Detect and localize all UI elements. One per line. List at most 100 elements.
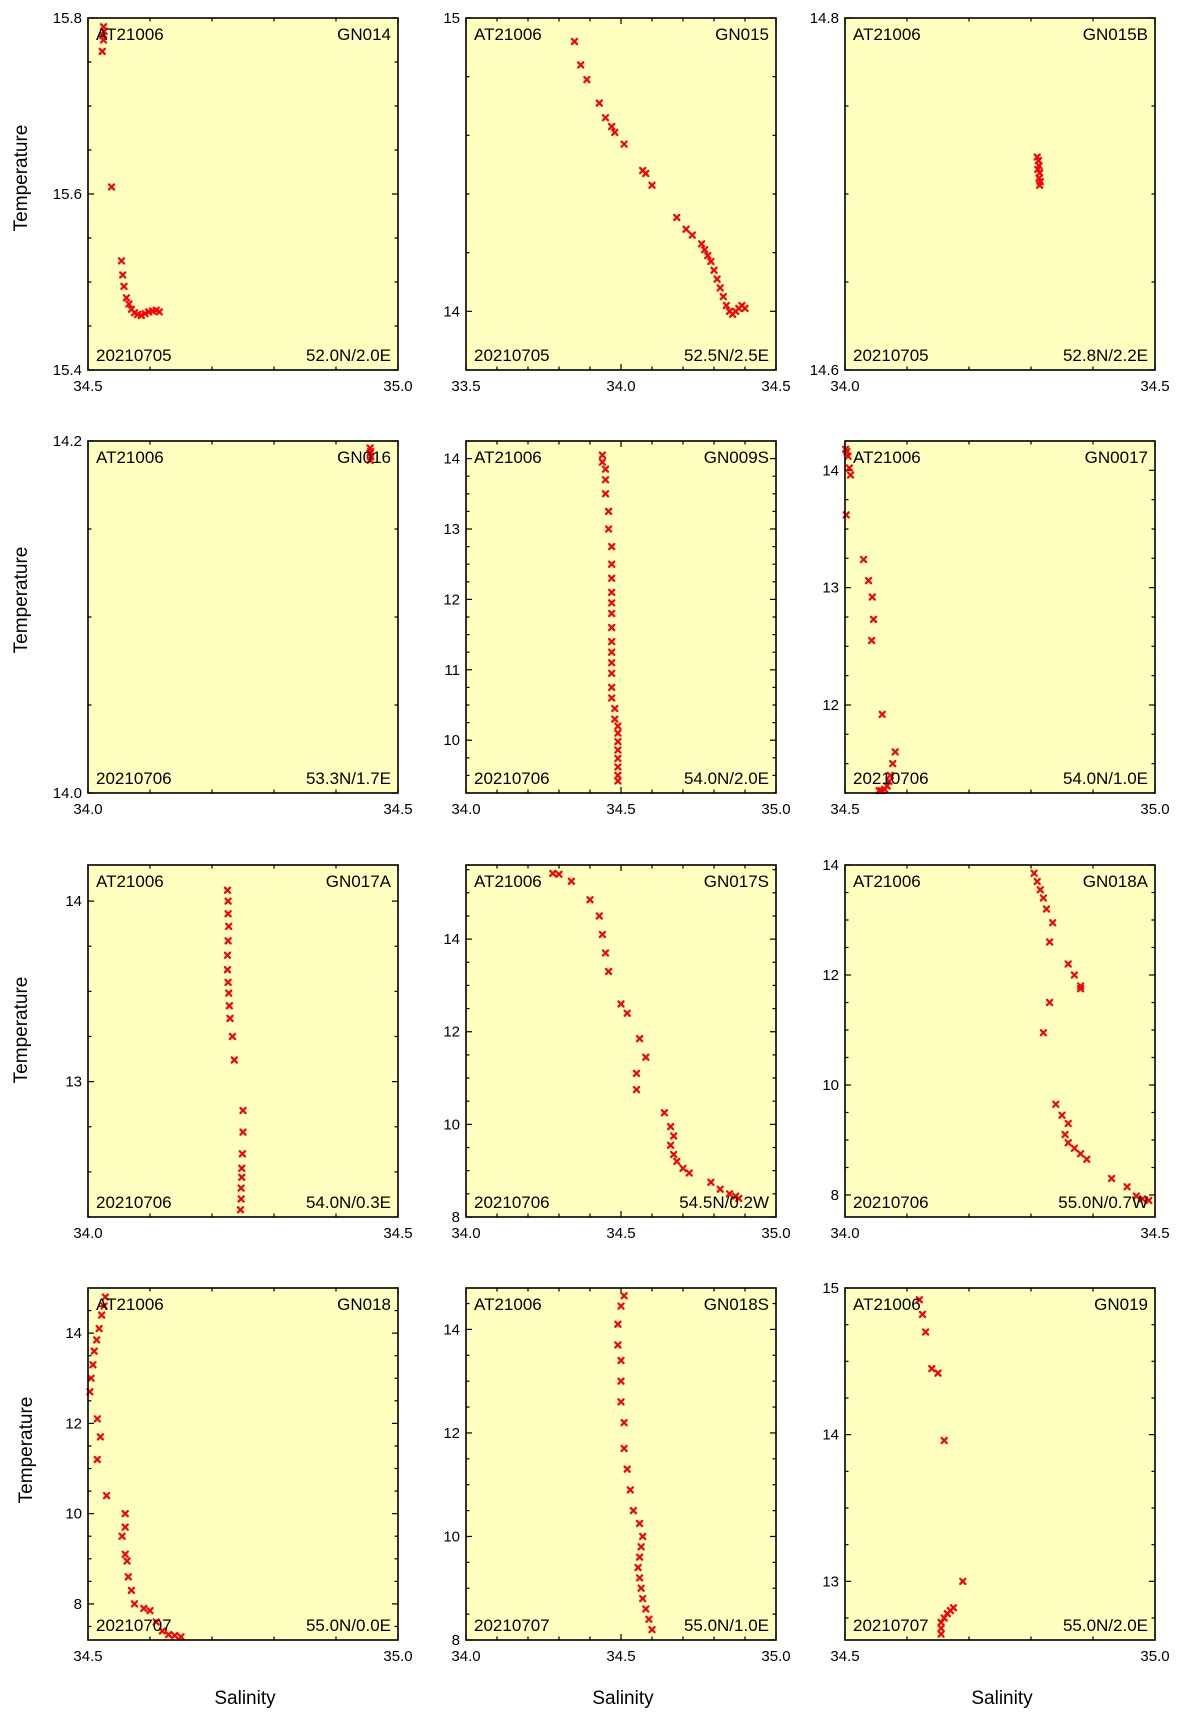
y-tick-label: 12 <box>443 591 460 608</box>
data-point <box>642 1605 650 1613</box>
y-tick-label: 13 <box>822 580 839 597</box>
ylabel-row-1: Temperature <box>11 125 32 232</box>
y-tick-label: 14 <box>65 1325 82 1342</box>
data-point <box>239 1128 247 1136</box>
plot-frame <box>465 17 777 371</box>
cruise-label: AT21006 <box>853 448 921 467</box>
date-label: 20210705 <box>474 346 550 365</box>
data-point <box>707 1178 715 1186</box>
data-point <box>121 1550 129 1558</box>
cruise-label: AT21006 <box>474 872 542 891</box>
data-point <box>608 542 616 551</box>
data-point <box>629 1506 638 1515</box>
data-series <box>366 444 375 465</box>
cruise-label: AT21006 <box>96 25 164 44</box>
y-tick-label: 12 <box>822 967 839 984</box>
data-point <box>89 1361 97 1369</box>
panels-layer: 34.5 35.0 15.4 15.6 15.8 AT21006 GN014 20210705… <box>53 10 1170 1665</box>
data-point <box>124 1573 132 1581</box>
data-point <box>120 282 128 291</box>
data-point <box>225 1002 234 1010</box>
data-point <box>637 1584 645 1592</box>
data-series <box>98 23 163 320</box>
data-point <box>679 1164 687 1173</box>
data-point <box>140 1604 148 1613</box>
data-series <box>570 37 749 318</box>
x-tick-label: 34.5 <box>73 378 102 395</box>
data-point <box>98 47 106 56</box>
y-tick-label: 13 <box>65 1074 82 1091</box>
y-tick-label: 8 <box>74 1596 82 1613</box>
plot-frame <box>87 17 399 371</box>
data-point <box>598 930 607 939</box>
x-tick-label: 34.0 <box>451 1648 480 1665</box>
data-point <box>1042 905 1051 913</box>
data-point <box>611 704 619 713</box>
data-point <box>228 1032 237 1041</box>
plot-frame <box>465 864 777 1218</box>
data-point <box>93 1455 101 1464</box>
x-tick-label: 35.0 <box>761 1225 790 1242</box>
data-point <box>614 777 622 785</box>
data-point <box>96 1433 105 1441</box>
data-point <box>642 169 650 178</box>
data-point <box>685 1169 693 1177</box>
station-label: GN014 <box>337 25 391 44</box>
plot-frame <box>465 1287 777 1641</box>
data-point <box>1058 1111 1066 1119</box>
data-point <box>608 599 616 607</box>
data-point <box>937 1630 945 1638</box>
data-point <box>121 1523 129 1531</box>
data-point <box>701 246 709 254</box>
data-point <box>637 1543 645 1551</box>
data-point <box>620 140 628 148</box>
data-point <box>608 683 616 692</box>
y-tick-label: 14.2 <box>53 433 82 450</box>
date-label: 20210706 <box>474 1193 550 1212</box>
plot-area <box>88 441 398 793</box>
y-tick-label: 8 <box>452 1632 460 1649</box>
data-point <box>608 623 616 632</box>
data-point <box>673 1157 681 1166</box>
data-point <box>608 588 616 597</box>
x-tick-label: 35.0 <box>1140 801 1169 818</box>
data-point <box>237 1195 245 1203</box>
data-point <box>1033 877 1041 886</box>
y-tick-label: 12 <box>443 1425 460 1442</box>
data-point <box>224 937 232 945</box>
data-point <box>118 1532 126 1540</box>
plot-frame <box>87 440 399 794</box>
data-point <box>601 949 610 957</box>
data-point <box>639 1532 647 1541</box>
data-point <box>611 128 619 137</box>
data-point <box>1076 1150 1085 1158</box>
data-point <box>604 507 613 516</box>
data-point <box>608 669 616 678</box>
data-point <box>614 763 622 771</box>
date-label: 20210706 <box>96 1193 172 1212</box>
date-label: 20210706 <box>96 769 172 788</box>
x-tick-label: 34.0 <box>73 801 102 818</box>
panel-gn016: 34.0 34.5 14.0 14.2 AT21006 GN016 20210706 53.3… <box>53 433 413 818</box>
data-point <box>1123 1183 1131 1191</box>
data-point <box>1035 181 1044 189</box>
x-tick-label: 34.0 <box>451 1225 480 1242</box>
plot-area <box>845 1288 1155 1640</box>
y-tick-label: 14 <box>822 462 839 479</box>
plot-area <box>88 865 398 1217</box>
data-point <box>645 1615 653 1623</box>
y-tick-label: 14 <box>443 931 460 948</box>
data-point <box>868 593 876 601</box>
data-point <box>583 75 591 84</box>
panel-gn0017: 34.5 35.0 12 13 14 AT21006 GN0017 20210706 54.0N… <box>822 440 1170 818</box>
plot-area <box>466 1288 776 1640</box>
data-point <box>577 61 585 69</box>
data-point <box>1039 1029 1048 1037</box>
panel-gn017a: 34.0 34.5 13 14 AT21006 GN017A 20210706 54.0N/0… <box>65 864 413 1242</box>
data-point <box>1107 1174 1116 1183</box>
y-tick-label: 13 <box>443 521 460 538</box>
plot-frame <box>844 864 1156 1218</box>
data-point <box>722 301 731 310</box>
x-tick-label: 35.0 <box>761 801 790 818</box>
x-tick-label: 34.5 <box>830 1648 859 1665</box>
